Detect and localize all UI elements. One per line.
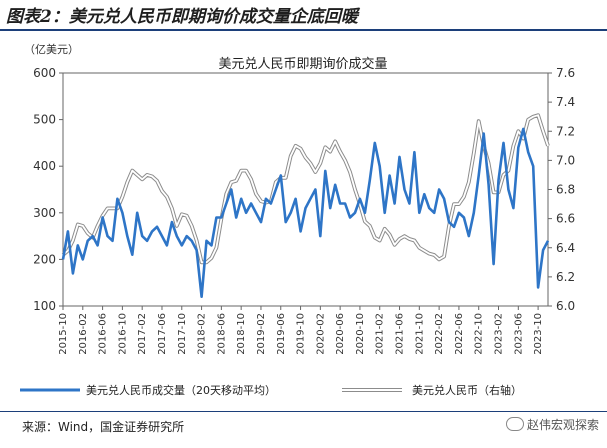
chart-frame: [62, 72, 549, 307]
y-right-tick-label: 6.2: [556, 270, 575, 284]
x-tick-label: 2021-06: [395, 313, 406, 355]
y-left-tick-label: 500: [33, 113, 56, 127]
y-left-tick-label: 600: [33, 66, 56, 80]
source-note: 来源：Wind，国金证券研究所: [22, 420, 185, 434]
x-tick-label: 2020-06: [335, 313, 346, 355]
x-tick-label: 2019-10: [296, 313, 307, 355]
legend-label-volume: 美元兑人民币成交量（20天移动平均）: [86, 383, 276, 397]
x-tick-label: 2020-10: [355, 313, 366, 355]
volume-line: [61, 127, 550, 299]
y-right-tick-label: 6.0: [556, 299, 575, 313]
x-tick-label: 2021-02: [375, 313, 386, 355]
x-tick-label: 2022-02: [434, 313, 445, 355]
y-left-tick-label: 300: [33, 206, 56, 220]
legend: 美元兑人民币成交量（20天移动平均） 美元兑人民币（右轴）: [20, 383, 522, 397]
x-tick-label: 2018-06: [216, 313, 227, 355]
x-tick-label: 2017-02: [137, 313, 148, 355]
x-tick-label: 2016-10: [117, 313, 128, 355]
x-tick-label: 2019-06: [276, 313, 287, 355]
x-tick-label: 2019-02: [256, 313, 267, 355]
wechat-icon: [505, 417, 524, 431]
watermark-text: 赵伟宏观探索: [526, 418, 599, 432]
figure-title: 图表2：美元兑人民币即期询价成交量企底回暖: [6, 7, 358, 27]
x-tick-label: 2015-10: [58, 313, 69, 355]
y-left-unit-label: （亿美元）: [24, 43, 79, 56]
x-tick-label: 2017-10: [177, 313, 188, 355]
x-tick-label: 2018-02: [197, 313, 208, 355]
x-tick-label: 2020-02: [315, 313, 326, 355]
x-tick-label: 2016-02: [78, 313, 89, 355]
x-tick-label: 2018-10: [236, 313, 247, 355]
y-left-tick-label: 100: [33, 299, 56, 313]
x-tick-label: 2016-06: [98, 313, 109, 355]
series-layer: [61, 113, 550, 299]
x-tick-label: 2022-06: [454, 313, 465, 355]
x-tick-label: 2017-06: [157, 313, 168, 355]
left-axis: 100 200 300 400 500 600: [33, 66, 63, 313]
x-tick-label: 2023-06: [513, 313, 524, 355]
y-right-tick-label: 7.2: [556, 124, 575, 138]
y-right-tick-label: 6.8: [556, 183, 575, 197]
y-right-tick-label: 7.6: [556, 66, 575, 80]
x-axis: 2015-10 2016-02 2016-06 2016-10 2017-02 2017-…: [58, 306, 544, 355]
legend-label-fx: 美元兑人民币（右轴）: [412, 383, 522, 397]
title-divider: [0, 29, 607, 31]
x-tick-label: 2021-10: [414, 313, 425, 355]
x-tick-label: 2022-10: [474, 313, 485, 355]
y-right-tick-label: 7.4: [556, 95, 575, 109]
fx-rate-line-outline: [61, 113, 550, 265]
x-tick-label: 2023-10: [533, 313, 544, 355]
y-right-tick-label: 6.4: [556, 241, 575, 255]
right-axis: 6.0 6.2 6.4 6.6 6.8 7.0 7.2 7.4 7.6: [548, 66, 575, 313]
y-left-tick-label: 200: [33, 252, 56, 266]
chart-title: 美元兑人民币即期询价成交量: [218, 56, 387, 72]
plot-area-border: [62, 72, 549, 307]
y-right-tick-label: 7.0: [556, 153, 575, 167]
source-divider: [0, 411, 607, 412]
fx-rate-line: [62, 114, 549, 264]
watermark: 赵伟宏观探索: [505, 416, 599, 433]
x-tick-label: 2023-02: [494, 313, 505, 355]
y-left-tick-label: 400: [33, 159, 56, 173]
y-right-tick-label: 6.6: [556, 212, 575, 226]
